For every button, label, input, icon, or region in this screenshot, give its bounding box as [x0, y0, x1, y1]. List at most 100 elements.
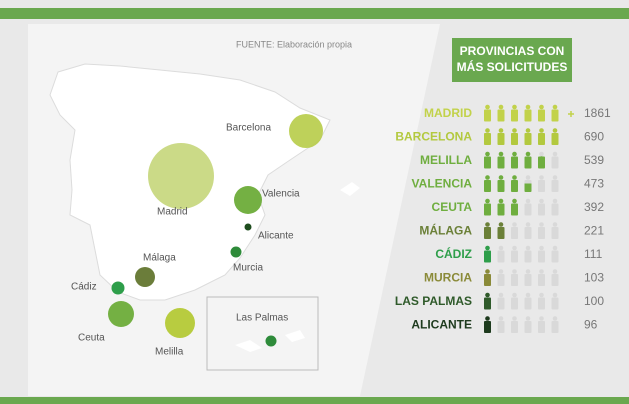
icon	[538, 203, 545, 216]
icon-fill	[497, 222, 505, 239]
icon	[539, 269, 544, 274]
icon	[511, 203, 518, 216]
icon	[484, 274, 491, 286]
icon	[538, 297, 545, 310]
icon	[539, 128, 544, 133]
bubble	[111, 281, 125, 295]
icon	[498, 316, 504, 321]
icon	[485, 269, 490, 274]
icon	[525, 222, 531, 227]
icon	[524, 156, 532, 169]
icon	[512, 104, 517, 110]
icon	[512, 222, 517, 227]
map-label: Murcia	[233, 263, 263, 274]
icon	[525, 245, 531, 251]
icon	[497, 274, 505, 286]
icon	[497, 250, 505, 263]
row-name: VALENCIA	[412, 177, 473, 191]
bubble	[234, 186, 262, 214]
icon	[552, 104, 558, 110]
icon	[497, 156, 505, 169]
icon	[484, 227, 491, 239]
icon-fill	[511, 104, 518, 122]
icon	[525, 151, 531, 157]
icon	[497, 203, 505, 216]
icon	[524, 321, 532, 333]
row-name: LAS PALMAS	[395, 294, 472, 308]
bubble	[230, 246, 242, 258]
icon	[539, 198, 544, 204]
icon	[539, 292, 544, 298]
icon-fill	[551, 128, 559, 145]
icon	[511, 133, 518, 145]
icon	[524, 183, 532, 192]
icon	[551, 297, 559, 310]
top-band	[0, 8, 629, 19]
icon	[485, 316, 490, 321]
icon	[524, 133, 532, 145]
canary-islands	[235, 330, 305, 352]
icon	[484, 133, 491, 145]
icon	[552, 292, 558, 298]
icon	[511, 297, 518, 310]
row-name: MURCIA	[424, 271, 472, 285]
icon	[512, 292, 517, 298]
row-value: 221	[584, 224, 604, 238]
icon	[524, 250, 532, 263]
icon	[551, 133, 559, 145]
icon	[551, 180, 559, 192]
icon	[552, 175, 558, 180]
icon	[552, 151, 558, 157]
icon	[539, 175, 544, 180]
icon-fill	[484, 198, 491, 216]
icon	[512, 151, 517, 157]
map-label: Barcelona	[226, 123, 271, 134]
icon	[511, 109, 518, 122]
icon	[511, 274, 518, 286]
row-name: MÁLAGA	[419, 223, 472, 238]
icon	[524, 227, 532, 239]
icon	[497, 109, 505, 122]
canary-box	[206, 296, 319, 371]
icon-fill	[484, 222, 491, 239]
row-name: CÁDIZ	[435, 246, 472, 261]
icon-fill	[511, 198, 518, 216]
icon	[497, 227, 505, 239]
source: FUENTE: Elaboración propia	[236, 39, 352, 49]
icon	[498, 245, 504, 251]
map-label: Madrid	[157, 207, 188, 218]
icon	[498, 175, 504, 180]
icon	[524, 109, 532, 122]
icon-fill	[524, 128, 532, 145]
icon	[538, 180, 545, 192]
icon-fill	[497, 175, 505, 192]
icon	[538, 321, 545, 333]
icon	[552, 128, 558, 133]
icon	[498, 128, 504, 133]
bubble	[289, 114, 323, 148]
bubble	[108, 301, 134, 327]
icon	[552, 316, 558, 321]
icon	[511, 227, 518, 239]
icon	[552, 269, 558, 274]
icon	[497, 180, 505, 192]
icon	[524, 274, 532, 286]
icon	[525, 316, 531, 321]
icon	[485, 198, 490, 204]
icon-fill	[484, 316, 491, 333]
icon-fill	[497, 198, 505, 216]
row-name: ALICANTE	[411, 318, 472, 332]
icon	[551, 274, 559, 286]
icon-fill	[511, 128, 518, 145]
icon	[539, 316, 544, 321]
map-label: Las Palmas	[236, 313, 288, 324]
icon	[498, 292, 504, 298]
icon	[512, 269, 517, 274]
icon-fill	[538, 128, 545, 145]
icon	[497, 297, 505, 310]
icon	[512, 175, 517, 180]
icon	[539, 245, 544, 251]
icon	[484, 321, 491, 333]
icon-fill	[511, 151, 518, 169]
icon	[498, 151, 504, 157]
